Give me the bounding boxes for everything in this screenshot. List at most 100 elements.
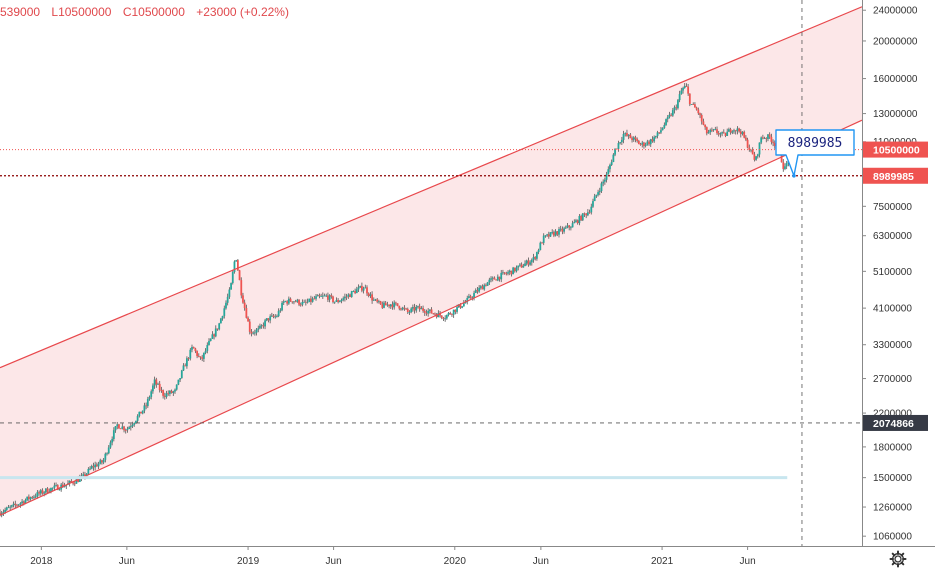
candle-body bbox=[19, 503, 22, 505]
candle-body bbox=[420, 308, 423, 310]
candle-body bbox=[169, 390, 171, 394]
candle-body bbox=[756, 154, 759, 157]
candle-body bbox=[51, 487, 54, 489]
last-price-tag-bg bbox=[863, 141, 928, 158]
candle-body bbox=[310, 298, 312, 302]
candle-body bbox=[145, 405, 148, 407]
crosshair-price-tag-bg bbox=[863, 414, 928, 431]
candle-body bbox=[111, 439, 114, 443]
candle-body bbox=[177, 379, 180, 385]
candle-body bbox=[338, 301, 341, 303]
candle-body bbox=[9, 506, 12, 508]
horizontal-level-tag-label: 8989985 bbox=[873, 171, 914, 183]
candle-body bbox=[539, 242, 542, 251]
candle-body bbox=[478, 287, 481, 292]
candle-body bbox=[231, 271, 234, 284]
candle-body bbox=[592, 201, 594, 207]
candle-body bbox=[524, 263, 526, 267]
candle-body bbox=[276, 316, 278, 317]
candle-body bbox=[536, 252, 538, 259]
candle-body bbox=[163, 395, 166, 397]
y-tick-label: 4100000 bbox=[873, 304, 912, 315]
candle-body bbox=[106, 453, 108, 455]
candle-body bbox=[291, 301, 294, 303]
candle-body bbox=[197, 355, 200, 357]
candle-body bbox=[354, 291, 357, 294]
candle-body bbox=[16, 504, 18, 506]
candle-body bbox=[755, 156, 757, 160]
candle-body bbox=[146, 399, 149, 406]
candle-body bbox=[553, 232, 555, 236]
channel-upper-line[interactable] bbox=[0, 6, 862, 369]
candle-body bbox=[411, 307, 414, 309]
y-tick-label: 1800000 bbox=[873, 442, 912, 453]
candle-body bbox=[468, 296, 470, 298]
gear-icon[interactable] bbox=[888, 549, 908, 569]
candle-body bbox=[41, 490, 44, 494]
candle-body bbox=[707, 132, 710, 134]
candle-body bbox=[172, 391, 175, 393]
candle-body bbox=[332, 296, 334, 303]
candle-body bbox=[459, 304, 462, 308]
candle-body bbox=[624, 133, 627, 134]
candle-body bbox=[72, 482, 74, 484]
candle-body bbox=[403, 307, 406, 309]
last-price-tag: 10500000 bbox=[863, 141, 928, 158]
candle-body bbox=[614, 148, 616, 155]
channel-lower-line[interactable] bbox=[0, 119, 862, 516]
candle-body bbox=[590, 206, 593, 213]
candle-body bbox=[711, 129, 713, 131]
candle-body bbox=[598, 191, 601, 193]
candle-body bbox=[763, 138, 766, 139]
price-callout[interactable]: 8989985 bbox=[775, 129, 855, 178]
candle-body bbox=[202, 352, 205, 359]
candle-body bbox=[21, 501, 23, 504]
candle-body bbox=[729, 129, 732, 133]
candle-body bbox=[422, 308, 424, 311]
candle-body bbox=[255, 329, 258, 333]
candle-body bbox=[34, 496, 37, 498]
candle-body bbox=[14, 503, 17, 505]
candle-body bbox=[179, 378, 182, 380]
candle-body bbox=[772, 141, 774, 143]
candle-body bbox=[491, 277, 494, 279]
candle-body bbox=[709, 129, 712, 133]
candle-body bbox=[33, 496, 35, 498]
candle-body bbox=[344, 296, 346, 299]
candle-body bbox=[70, 480, 73, 483]
candle-body bbox=[264, 320, 266, 327]
candle-body bbox=[649, 139, 652, 145]
candle-body bbox=[135, 420, 137, 424]
candle-body bbox=[245, 308, 248, 318]
candle-body bbox=[452, 309, 455, 315]
candle-body bbox=[223, 308, 226, 317]
candle-body bbox=[294, 301, 297, 303]
candle-body bbox=[101, 460, 103, 463]
candle-body bbox=[728, 129, 730, 132]
candle-body bbox=[349, 294, 351, 297]
candle-body bbox=[225, 302, 227, 309]
candle-body bbox=[321, 295, 324, 297]
candle-body bbox=[457, 304, 460, 308]
candle-body bbox=[445, 315, 448, 319]
horizontal-level-tag-bg bbox=[863, 167, 928, 184]
candle-body bbox=[415, 306, 418, 311]
candle-body bbox=[107, 447, 110, 454]
candle-body bbox=[78, 477, 81, 482]
candle-body bbox=[265, 318, 268, 321]
candle-body bbox=[563, 228, 565, 232]
candle-body bbox=[372, 299, 375, 301]
candle-body bbox=[104, 453, 107, 460]
candle-body bbox=[124, 430, 127, 431]
candle-body bbox=[483, 285, 486, 290]
candle-body bbox=[92, 466, 95, 468]
candle-body bbox=[352, 291, 355, 292]
candle-body bbox=[175, 384, 178, 390]
candle-body bbox=[204, 350, 207, 353]
candle-body bbox=[4, 509, 6, 512]
candle-body bbox=[784, 166, 786, 169]
candle-body bbox=[84, 474, 86, 477]
candle-body bbox=[56, 485, 59, 490]
legend-open: 539000 bbox=[0, 5, 41, 19]
